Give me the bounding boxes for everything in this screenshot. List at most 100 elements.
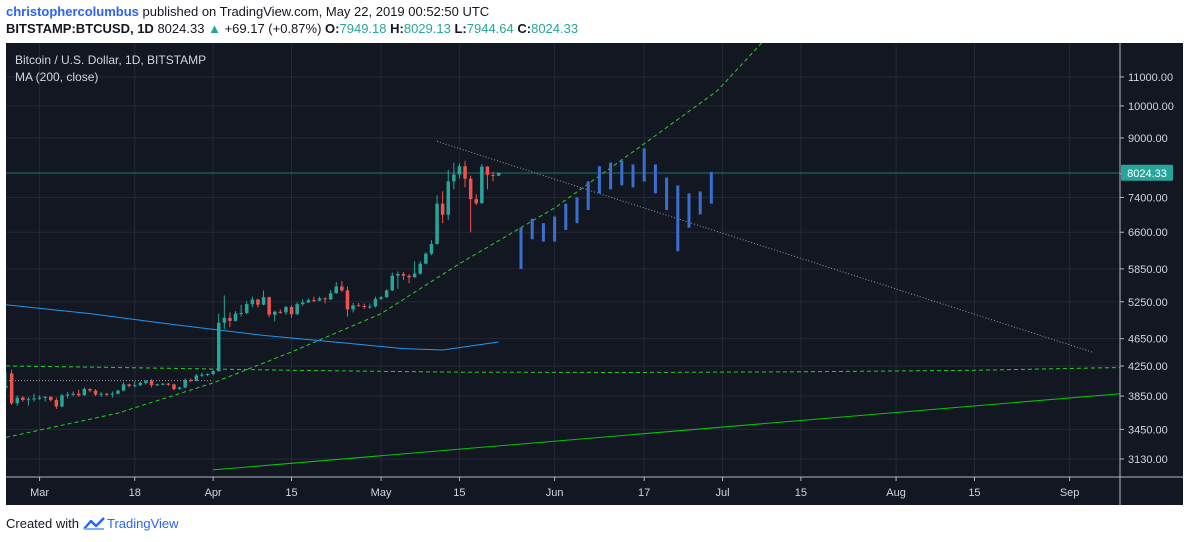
candle-up [334, 286, 338, 294]
projection-bar [698, 191, 702, 215]
candle-down [228, 317, 232, 321]
projection-bar [597, 166, 601, 194]
candle-up [116, 390, 120, 394]
projection-bars [519, 148, 713, 269]
candle-up [250, 299, 255, 305]
up-arrow-icon: ▲ [208, 21, 221, 36]
publish-text: published on TradingView.com, May 22, 20… [142, 4, 490, 19]
candle-down [9, 373, 14, 404]
x-tick-label: 15 [968, 487, 980, 499]
quote-line: BITSTAMP:BTCUSD, 1D 8024.33 ▲ +69.17 (+0… [6, 21, 578, 36]
high-label: H: [390, 21, 404, 36]
candle-up [177, 387, 182, 389]
candle-up [446, 181, 450, 215]
candle-up [452, 174, 456, 182]
support-line [213, 393, 1121, 471]
projection-bar [575, 197, 579, 224]
candle-up [306, 300, 311, 303]
x-tick-label: 17 [638, 487, 650, 499]
candle-down [88, 389, 92, 391]
price-axis[interactable] [1120, 43, 1183, 505]
created-with: Created with [6, 516, 79, 531]
x-tick-label: May [371, 487, 392, 499]
candle-up [496, 172, 501, 176]
candle-up [71, 393, 75, 395]
candle-down [166, 383, 171, 385]
chart-background [6, 43, 1183, 505]
candle-up [205, 374, 210, 375]
candle-up [43, 396, 47, 398]
ma200-line [6, 304, 499, 351]
candle-down [49, 396, 53, 401]
candle-down [312, 300, 316, 302]
projection-bar [564, 203, 568, 230]
candle-down [21, 397, 25, 400]
candle-down [278, 311, 283, 313]
projection-bar [676, 185, 680, 252]
projection-bar [519, 227, 523, 269]
projection-bar [541, 223, 545, 242]
high-value: 8029.13 [403, 21, 451, 36]
candle-down [149, 380, 154, 386]
projection-bar [687, 193, 691, 228]
candle-up [233, 313, 238, 321]
price-chart[interactable]: 11000.0010000.009000.008000.007400.00660… [6, 43, 1183, 505]
candle-up [239, 313, 243, 314]
projection-bar [609, 162, 613, 190]
y-tick-label: 10000.00 [1128, 101, 1174, 113]
candle-up [133, 385, 137, 387]
candle-down [93, 390, 98, 395]
trend-line [436, 140, 1093, 353]
candle-down [323, 298, 327, 300]
symbol: BITSTAMP:BTCUSD, 1D [6, 21, 154, 36]
candle-down [362, 305, 366, 308]
x-axis-labels: Mar 18 Apr 15 May 15 Jun 17 Jul 15 Aug 15 Sep [30, 477, 1079, 499]
candle-up [6, 386, 8, 388]
candle-down [127, 384, 131, 386]
candle-down [407, 275, 411, 278]
x-tick-label: Jun [546, 487, 564, 499]
y-tick-label: 5850.00 [1128, 264, 1168, 276]
candle-down [345, 290, 350, 310]
ma-legend: MA (200, close) [15, 70, 98, 84]
candle-down [463, 166, 467, 179]
projection-bar [631, 164, 635, 188]
tradingview-logo-icon [83, 516, 105, 530]
candle-up [161, 383, 165, 385]
y-tick-label: 5250.00 [1128, 297, 1168, 309]
chart-title: Bitcoin / U.S. Dollar, 1D, BITSTAMP [15, 53, 206, 67]
x-tick-label: 15 [795, 487, 807, 499]
change: +69.17 (+0.87%) [224, 21, 322, 36]
tradingview-label: TradingView [106, 516, 179, 531]
candle-up [82, 389, 87, 396]
candle-up [390, 275, 394, 291]
close-value: 8024.33 [531, 21, 579, 36]
candle-up [26, 399, 31, 401]
candle-up [99, 393, 103, 395]
candle-up [412, 273, 417, 278]
candle-up [328, 293, 333, 300]
projection-bar [620, 160, 624, 186]
candle-up [222, 317, 227, 323]
price-tag: 8024.33 [1121, 164, 1173, 181]
candle-up [384, 290, 389, 298]
candle-up [480, 166, 484, 204]
author-link[interactable]: christophercolumbus [6, 4, 139, 19]
grid [6, 43, 1120, 477]
candle-up [435, 203, 439, 244]
candle-up [32, 398, 36, 400]
candle-up [301, 302, 305, 305]
projection-bar [586, 181, 590, 210]
x-tick-label: Mar [30, 487, 49, 499]
close-label: C: [517, 21, 532, 36]
candle-up [60, 395, 64, 407]
y-tick-label: 3850.00 [1128, 391, 1168, 403]
tradingview-link[interactable]: TradingView [83, 516, 179, 531]
candle-down [256, 299, 260, 305]
price-tag-text: 8024.33 [1127, 168, 1167, 180]
candle-down [440, 203, 445, 215]
candle-up [155, 384, 159, 386]
open-value: 7949.18 [339, 21, 387, 36]
candle-up [194, 375, 199, 381]
y-tick-label: 11000.00 [1128, 72, 1173, 84]
